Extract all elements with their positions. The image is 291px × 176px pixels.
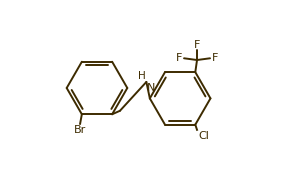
Text: N: N [147, 83, 156, 93]
Text: F: F [211, 53, 218, 63]
Text: H: H [138, 71, 146, 81]
Text: Br: Br [74, 125, 86, 135]
Text: Cl: Cl [198, 131, 209, 141]
Text: F: F [176, 53, 183, 63]
Text: F: F [194, 40, 200, 50]
